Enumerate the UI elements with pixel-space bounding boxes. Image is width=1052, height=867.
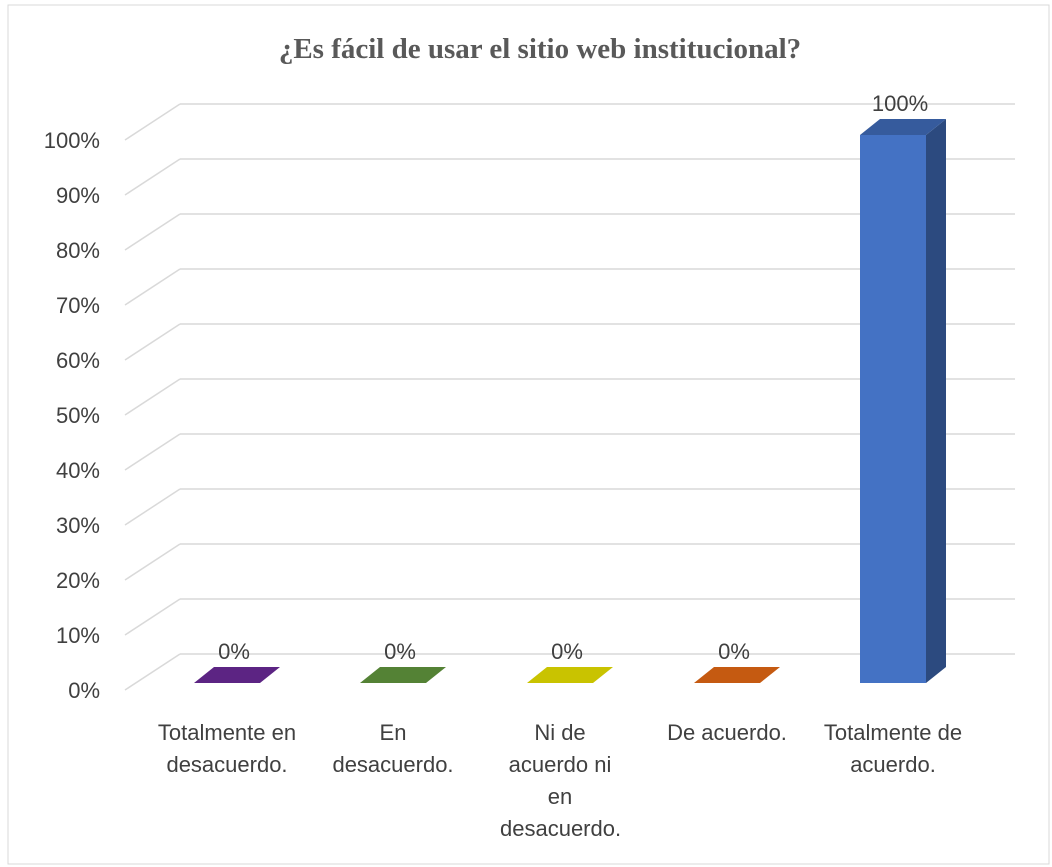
value-label: 0% bbox=[384, 639, 416, 664]
grid-line-side bbox=[124, 433, 181, 471]
y-tick-label: 20% bbox=[56, 568, 100, 593]
chart-title: ¿Es fácil de usar el sitio web instituci… bbox=[279, 33, 801, 65]
bar-top bbox=[860, 119, 946, 135]
y-tick-label: 100% bbox=[44, 128, 100, 153]
y-tick-label: 0% bbox=[68, 678, 100, 703]
y-tick-label: 50% bbox=[56, 403, 100, 428]
x-tick-label: Totalmente de acuerdo. bbox=[823, 720, 963, 777]
y-tick-label: 70% bbox=[56, 293, 100, 318]
grid-line-side bbox=[124, 488, 181, 526]
bar-top bbox=[194, 667, 280, 683]
grid-line-side bbox=[124, 653, 181, 691]
y-tick-label: 10% bbox=[56, 623, 100, 648]
bar-side bbox=[926, 119, 946, 683]
x-tick-label: De acuerdo. bbox=[667, 720, 787, 745]
x-tick-label: Ni de acuerdo ni en desacuerdo. bbox=[500, 720, 622, 841]
grid-line-side bbox=[124, 543, 181, 581]
bar-top bbox=[527, 667, 613, 683]
grid-line-side bbox=[124, 268, 181, 306]
bar-top bbox=[694, 667, 780, 683]
x-tick-label: En desacuerdo. bbox=[332, 720, 454, 777]
value-label: 100% bbox=[872, 91, 928, 116]
x-tick-label: Totalmente en desacuerdo. bbox=[157, 720, 297, 777]
y-tick-label: 30% bbox=[56, 513, 100, 538]
grid-line-side bbox=[124, 598, 181, 636]
grid-line-side bbox=[124, 158, 181, 196]
y-tick-label: 60% bbox=[56, 348, 100, 373]
y-tick-label: 90% bbox=[56, 183, 100, 208]
value-label: 0% bbox=[718, 639, 750, 664]
y-tick-label: 80% bbox=[56, 238, 100, 263]
grid-line-side bbox=[124, 323, 181, 361]
bar-top bbox=[360, 667, 446, 683]
grid-line-side bbox=[124, 213, 181, 251]
grid-line-side bbox=[124, 378, 181, 416]
value-label: 0% bbox=[551, 639, 583, 664]
value-label: 0% bbox=[218, 639, 250, 664]
grid-line-side bbox=[124, 103, 181, 141]
bar bbox=[860, 135, 926, 683]
y-tick-label: 40% bbox=[56, 458, 100, 483]
